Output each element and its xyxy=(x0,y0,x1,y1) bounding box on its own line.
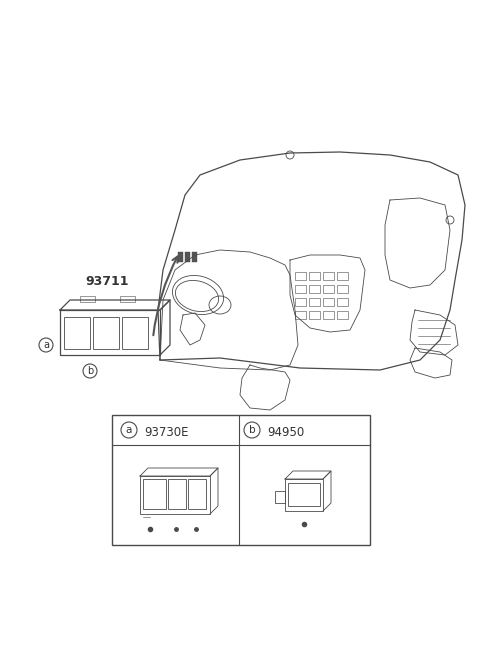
Bar xyxy=(337,285,348,293)
FancyBboxPatch shape xyxy=(185,252,190,262)
Bar xyxy=(168,479,186,509)
Bar xyxy=(309,298,320,306)
Bar xyxy=(93,317,119,349)
Bar xyxy=(337,272,348,280)
Bar xyxy=(122,317,148,349)
Bar xyxy=(64,317,90,349)
Bar xyxy=(309,272,320,280)
Bar xyxy=(288,483,320,506)
Bar xyxy=(309,285,320,293)
Bar xyxy=(337,298,348,306)
Text: 94950: 94950 xyxy=(267,426,304,438)
Bar xyxy=(323,311,334,319)
Bar xyxy=(323,298,334,306)
Bar xyxy=(285,479,323,511)
Bar xyxy=(295,298,306,306)
Bar xyxy=(60,310,160,355)
Bar xyxy=(80,296,95,302)
Text: b: b xyxy=(87,366,93,376)
Bar xyxy=(143,479,166,509)
Bar xyxy=(188,479,206,509)
Text: a: a xyxy=(43,340,49,350)
Bar xyxy=(295,285,306,293)
Text: 93730E: 93730E xyxy=(144,426,189,438)
Bar xyxy=(337,311,348,319)
Text: b: b xyxy=(249,425,255,435)
Bar xyxy=(309,311,320,319)
Text: a: a xyxy=(126,425,132,435)
Bar xyxy=(120,296,135,302)
Bar xyxy=(295,311,306,319)
FancyBboxPatch shape xyxy=(178,252,183,262)
Bar xyxy=(275,491,285,503)
Bar xyxy=(323,285,334,293)
FancyBboxPatch shape xyxy=(192,252,197,262)
Text: 93711: 93711 xyxy=(85,275,129,288)
Bar xyxy=(140,476,210,514)
Bar xyxy=(112,415,370,545)
Bar xyxy=(295,272,306,280)
Bar xyxy=(323,272,334,280)
